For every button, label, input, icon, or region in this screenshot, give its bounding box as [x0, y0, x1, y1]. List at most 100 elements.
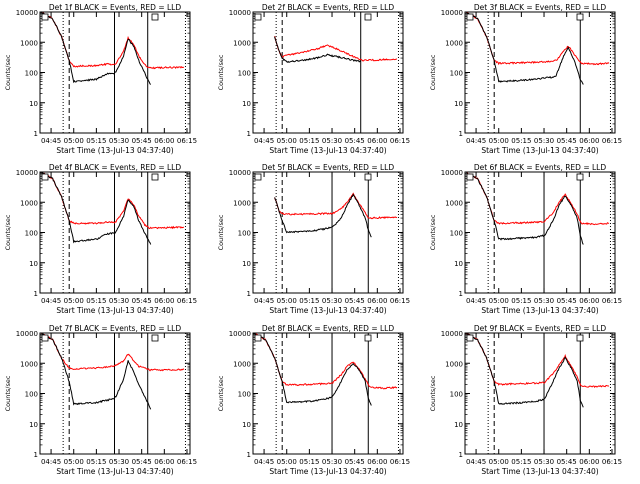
- x-tick-label: 05:00: [277, 137, 297, 145]
- chart-panel: 1 10 100 1000 10000 04:45 05:00 05:15 05:30 05:45…: [429, 3, 622, 155]
- corner-marker-box: [151, 334, 159, 342]
- y-tick-label: 1: [459, 130, 463, 138]
- y-tick-label: 100: [450, 70, 463, 78]
- x-tick-label: 05:45: [132, 297, 152, 305]
- corner-marker-box: [254, 334, 262, 342]
- series-lld-line: [40, 11, 185, 70]
- y-axis-label: Counts/sec: [4, 375, 12, 411]
- y-axis-label: Counts/sec: [429, 54, 437, 90]
- x-tick-label: 05:00: [277, 458, 297, 466]
- corner-marker-box: [151, 13, 159, 21]
- x-tick-label: 05:45: [132, 458, 152, 466]
- x-tick-label: 05:00: [64, 297, 84, 305]
- x-tick-label: 04:45: [254, 137, 274, 145]
- x-tick-label: 05:15: [511, 458, 531, 466]
- chart-title: Det 6f BLACK = Events, RED = LLD: [474, 163, 607, 172]
- corner-marker-box: [466, 173, 474, 181]
- corner-marker-box: [364, 334, 372, 342]
- series-events-line: [465, 332, 584, 408]
- x-tick-label: 06:15: [177, 297, 197, 305]
- chart-panel: 1 10 100 1000 10000 04:45 05:00 05:15 05:30 05:45…: [217, 163, 410, 315]
- x-tick-label: 06:00: [154, 458, 174, 466]
- x-tick-label: 06:15: [390, 137, 410, 145]
- y-tick-label: 10: [454, 421, 463, 429]
- x-tick-label: 04:45: [41, 458, 61, 466]
- y-axis-label: Counts/sec: [429, 375, 437, 411]
- x-tick-label: 06:00: [154, 297, 174, 305]
- corner-marker-box: [466, 334, 474, 342]
- y-axis-label: Counts/sec: [4, 54, 12, 90]
- y-tick-label: 1000: [445, 360, 463, 368]
- y-tick-label: 1: [459, 451, 463, 459]
- x-tick-label: 06:15: [177, 137, 197, 145]
- x-axis-label: Start Time (13-Jul-13 04:37:40): [56, 467, 173, 476]
- x-tick-label: 05:15: [86, 137, 106, 145]
- x-tick-label: 04:45: [466, 458, 486, 466]
- x-tick-label: 05:15: [299, 297, 319, 305]
- series-lld-line: [253, 332, 398, 390]
- x-tick-label: 05:45: [557, 137, 577, 145]
- plot-frame: [252, 332, 404, 455]
- x-tick-label: 05:00: [277, 297, 297, 305]
- x-axis-label: Start Time (13-Jul-13 04:37:40): [269, 306, 386, 315]
- chart-title: Det 7f BLACK = Events, RED = LLD: [49, 324, 182, 333]
- chart-title: Det 4f BLACK = Events, RED = LLD: [49, 163, 182, 172]
- x-tick-label: 05:30: [534, 297, 554, 305]
- chart-panel: 1 10 100 1000 10000 04:45 05:00 05:15 05:30 05:45…: [4, 324, 197, 476]
- y-tick-label: 100: [25, 391, 38, 399]
- x-axis-label: Start Time (13-Jul-13 04:37:40): [481, 306, 598, 315]
- y-tick-label: 10000: [229, 9, 251, 17]
- x-tick-label: 05:45: [345, 458, 365, 466]
- y-tick-label: 1: [459, 290, 463, 298]
- y-tick-label: 10000: [441, 169, 463, 177]
- x-tick-label: 06:00: [579, 458, 599, 466]
- y-axis-label: Counts/sec: [4, 214, 12, 250]
- series-events-line: [40, 11, 152, 85]
- x-tick-label: 06:00: [579, 297, 599, 305]
- y-tick-label: 1000: [20, 39, 38, 47]
- series-lld-line: [274, 192, 398, 220]
- y-tick-label: 1000: [233, 360, 251, 368]
- y-axis-label: Counts/sec: [217, 375, 225, 411]
- x-tick-label: 05:30: [322, 297, 342, 305]
- chart-panel: 1 10 100 1000 10000 04:45 05:00 05:15 05:30 05:45…: [217, 3, 410, 155]
- y-axis-label: Counts/sec: [217, 214, 225, 250]
- plot-frame: [464, 171, 616, 294]
- x-tick-label: 06:15: [602, 458, 622, 466]
- x-tick-label: 04:45: [41, 137, 61, 145]
- x-axis-label: Start Time (13-Jul-13 04:37:40): [56, 306, 173, 315]
- y-tick-label: 10000: [229, 169, 251, 177]
- corner-marker-box: [254, 173, 262, 181]
- series-lld-line: [274, 36, 398, 62]
- x-tick-label: 04:45: [254, 458, 274, 466]
- y-tick-label: 100: [25, 230, 38, 238]
- x-tick-label: 04:45: [466, 137, 486, 145]
- y-tick-label: 10: [29, 260, 38, 268]
- plot-frame: [464, 332, 616, 455]
- corner-marker-box: [364, 13, 372, 21]
- x-tick-label: 05:00: [489, 458, 509, 466]
- y-tick-label: 10: [242, 421, 251, 429]
- chart-title: Det 2f BLACK = Events, RED = LLD: [262, 3, 395, 12]
- x-tick-label: 05:15: [86, 458, 106, 466]
- y-axis-label: Counts/sec: [217, 54, 225, 90]
- y-tick-label: 10: [29, 100, 38, 108]
- y-tick-label: 1: [34, 290, 38, 298]
- y-tick-label: 1000: [233, 39, 251, 47]
- x-tick-label: 06:15: [602, 137, 622, 145]
- x-tick-label: 05:30: [109, 137, 129, 145]
- x-axis-label: Start Time (13-Jul-13 04:37:40): [481, 467, 598, 476]
- series-events-line: [253, 332, 372, 406]
- y-tick-label: 10000: [229, 330, 251, 338]
- x-tick-label: 05:30: [322, 458, 342, 466]
- series-events-line: [274, 36, 362, 64]
- y-tick-label: 10: [242, 260, 251, 268]
- y-tick-label: 1: [34, 451, 38, 459]
- chart-title: Det 5f BLACK = Events, RED = LLD: [262, 163, 395, 172]
- corner-marker-box: [254, 13, 262, 21]
- x-tick-label: 05:15: [299, 137, 319, 145]
- chart-title: Det 9f BLACK = Events, RED = LLD: [474, 324, 607, 333]
- y-tick-label: 10000: [441, 9, 463, 17]
- plot-frame: [39, 332, 191, 455]
